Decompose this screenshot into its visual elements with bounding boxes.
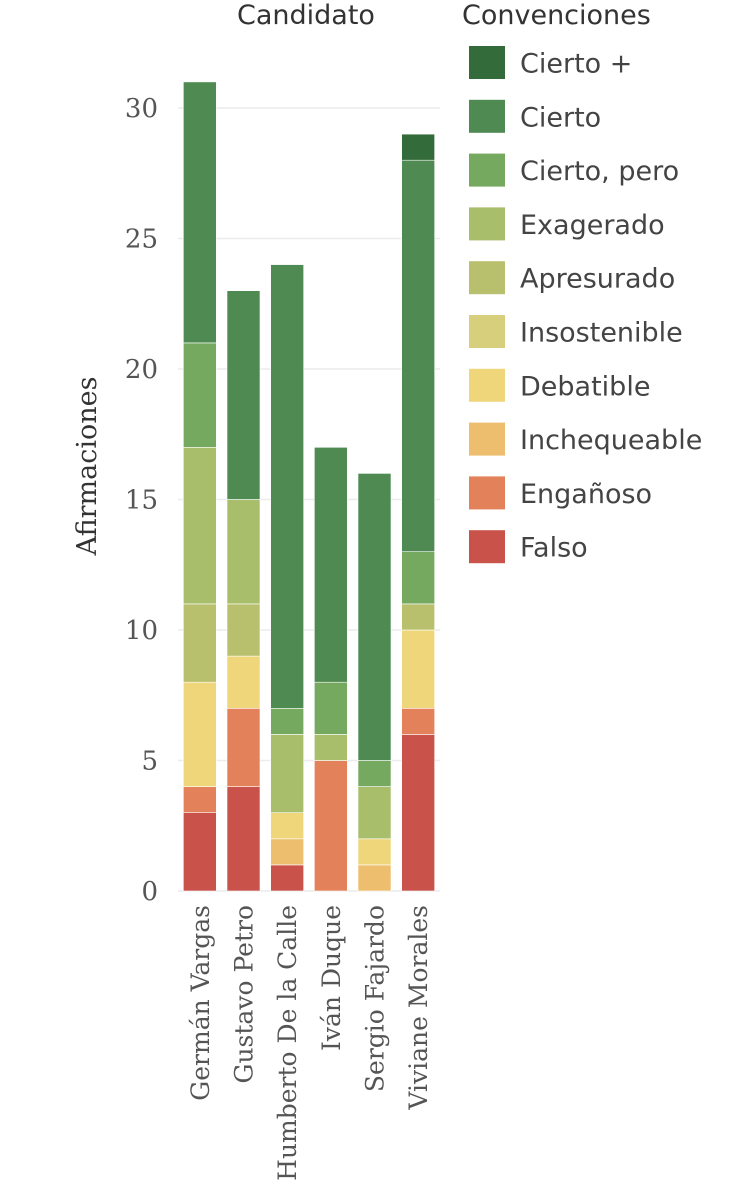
bar-gustavo-petro-debatible bbox=[226, 655, 261, 709]
x-tick-label-ivan-duque: Iván Duque bbox=[317, 905, 346, 1051]
bar-humberto-de-la-calle-inchequeable bbox=[270, 838, 304, 866]
bar-sergio-fajardo-exagerado bbox=[357, 786, 392, 840]
y-axis-label: Afirmaciones bbox=[72, 377, 103, 557]
bar-ivan-duque-enganoso bbox=[314, 760, 348, 892]
legend-label-cierto: Cierto bbox=[520, 102, 601, 133]
y-tick-label-10: 10 bbox=[125, 616, 158, 646]
bar-humberto-de-la-calle-debatible bbox=[270, 812, 304, 840]
bar-german-vargas-debatible bbox=[183, 681, 217, 787]
legend-swatch-enganoso bbox=[469, 476, 505, 510]
legend-swatch-cierto bbox=[469, 99, 505, 133]
bar-gustavo-petro-apresurado bbox=[226, 603, 261, 657]
bar-german-vargas-exagerado bbox=[183, 446, 217, 605]
x-tick-label-sergio-fajardo: Sergio Fajardo bbox=[361, 905, 390, 1092]
bar-gustavo-petro-exagerado bbox=[226, 499, 261, 605]
y-tick-label-30: 30 bbox=[125, 94, 158, 124]
bar-viviane-morales-falso bbox=[401, 734, 435, 892]
bar-sergio-fajardo-cierto-pero bbox=[357, 760, 392, 787]
y-axis-ticks: 0 5 10 15 20 25 30 bbox=[125, 94, 158, 907]
bar-viviane-morales-debatible bbox=[401, 629, 435, 709]
x-tick-label-humberto-de-la-calle: Humberto De la Calle bbox=[273, 905, 302, 1181]
legend-label-apresurado: Apresurado bbox=[520, 264, 675, 295]
bar-german-vargas-cierto-pero bbox=[183, 342, 217, 448]
bar-ivan-duque-exagerado bbox=[314, 734, 348, 761]
bar-viviane-morales-cierto-plus bbox=[401, 133, 435, 161]
chart-title: Candidato bbox=[237, 0, 375, 31]
bar-sergio-fajardo-cierto bbox=[357, 473, 392, 761]
y-tick-label-20: 20 bbox=[125, 355, 158, 385]
bar-german-vargas-enganoso bbox=[183, 786, 217, 813]
legend-swatch-apresurado bbox=[469, 261, 505, 295]
legend-swatch-inchequeable bbox=[469, 422, 505, 456]
legend-label-inchequeable: Inchequeable bbox=[520, 425, 702, 456]
legend-label-enganoso: Engañoso bbox=[520, 479, 652, 510]
legend: Convenciones Cierto + Cierto Cierto, pero E… bbox=[462, 0, 702, 564]
bar-german-vargas-falso bbox=[183, 812, 217, 892]
bar-german-vargas-apresurado bbox=[183, 603, 217, 683]
y-tick-label-5: 5 bbox=[141, 747, 158, 777]
legend-label-cierto-plus: Cierto + bbox=[520, 49, 632, 80]
x-tick-label-gustavo-petro: Gustavo Petro bbox=[230, 905, 259, 1084]
legend-swatch-falso bbox=[469, 530, 505, 564]
bar-viviane-morales-enganoso bbox=[401, 707, 435, 735]
x-axis-category-labels: Germán Vargas Gustavo Petro Humberto De la… bbox=[186, 905, 433, 1181]
bar-ivan-duque-cierto bbox=[314, 446, 348, 683]
x-tick-label-german-vargas: Germán Vargas bbox=[186, 905, 215, 1101]
bar-ivan-duque-cierto-pero bbox=[314, 681, 348, 735]
x-tick-label-viviane-morales: Viviane Morales bbox=[404, 905, 433, 1111]
legend-swatch-insostenible bbox=[469, 315, 505, 348]
y-tick-label-15: 15 bbox=[125, 486, 158, 516]
legend-swatch-cierto-pero bbox=[469, 153, 505, 187]
legend-swatch-debatible bbox=[469, 368, 505, 402]
legend-swatch-cierto-plus bbox=[469, 46, 505, 79]
bar-german-vargas-cierto bbox=[183, 81, 217, 344]
bars bbox=[183, 81, 435, 892]
bar-humberto-de-la-calle-cierto bbox=[270, 264, 304, 709]
gridlines bbox=[178, 107, 440, 892]
bar-humberto-de-la-calle-cierto-pero bbox=[270, 707, 304, 735]
bar-viviane-morales-cierto bbox=[401, 159, 435, 552]
legend-label-falso: Falso bbox=[520, 533, 588, 564]
bar-sergio-fajardo-debatible bbox=[357, 838, 392, 866]
bar-viviane-morales-cierto-pero bbox=[401, 551, 435, 605]
y-tick-label-25: 25 bbox=[125, 225, 158, 255]
bar-viviane-morales-apresurado bbox=[401, 603, 435, 631]
legend-label-cierto-pero: Cierto, pero bbox=[520, 156, 679, 187]
bar-gustavo-petro-enganoso bbox=[226, 707, 261, 787]
bar-humberto-de-la-calle-falso bbox=[270, 864, 304, 892]
legend-label-insostenible: Insostenible bbox=[520, 318, 683, 349]
legend-label-exagerado: Exagerado bbox=[520, 210, 665, 241]
bar-sergio-fajardo-inchequeable bbox=[357, 864, 392, 892]
bar-gustavo-petro-cierto bbox=[226, 290, 261, 500]
legend-title: Convenciones bbox=[462, 0, 651, 31]
bar-humberto-de-la-calle-exagerado bbox=[270, 734, 304, 814]
legend-swatch-exagerado bbox=[469, 207, 505, 241]
y-tick-label-0: 0 bbox=[141, 877, 158, 907]
legend-label-debatible: Debatible bbox=[520, 371, 650, 402]
bar-gustavo-petro-falso bbox=[226, 786, 261, 892]
